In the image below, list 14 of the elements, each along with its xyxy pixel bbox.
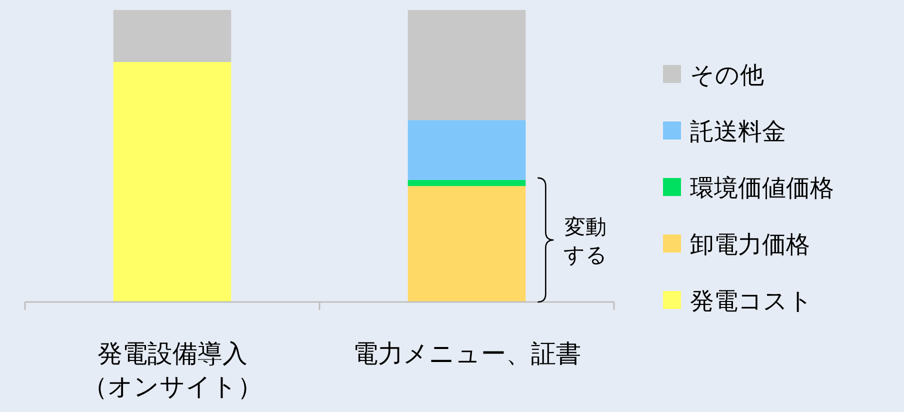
bar: [113, 10, 232, 62]
legend-label: その他: [690, 61, 764, 89]
legend-label: 卸電力価格: [690, 230, 810, 258]
bar: [408, 10, 526, 120]
bar: [408, 186, 526, 302]
bar: [113, 62, 232, 302]
bar: [408, 180, 526, 186]
x-tick-label: 発電設備導入（オンサイト）: [82, 339, 262, 401]
legend-label: 発電コスト: [690, 287, 813, 315]
legend-label: 環境価値価格: [690, 174, 834, 202]
annotation: 変動する: [564, 214, 608, 267]
legend-label: 託送料金: [690, 118, 786, 146]
x-tick-label: 電力メニュー、証書: [352, 339, 581, 368]
bar: [408, 120, 526, 180]
